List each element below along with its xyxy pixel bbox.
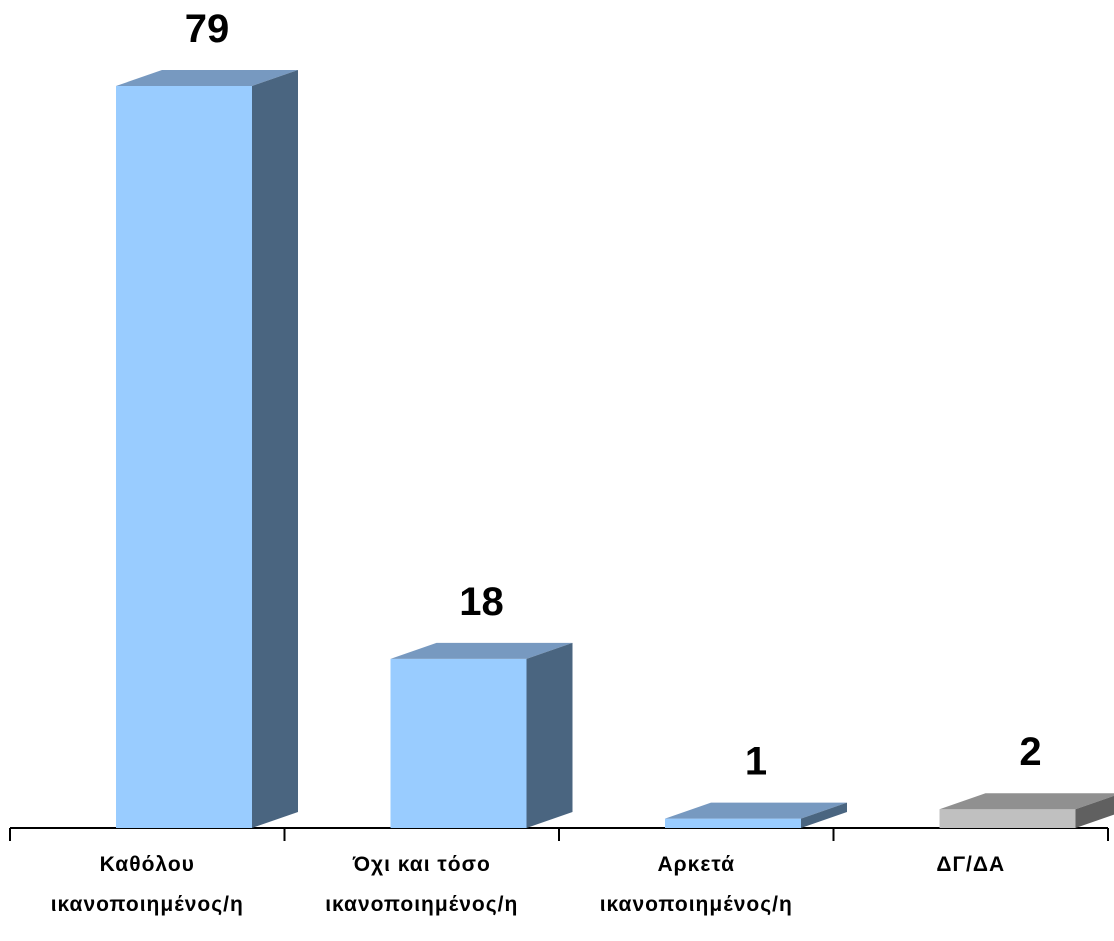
data-label: 2 [1019,730,1041,774]
category-label: ικανοποιημένος/η [600,893,793,916]
bar-side [801,802,847,828]
bar-side [252,70,298,828]
bar-side [1075,795,1114,828]
bar-top [665,802,847,819]
bar-top [939,793,1114,810]
bar-1 [390,642,573,828]
data-label: 18 [459,580,504,624]
data-label: 79 [185,7,230,51]
bar-0 [116,70,298,828]
bar-3 [939,793,1114,828]
bar-front [665,818,801,828]
category-label: Καθόλου [100,853,195,876]
category-label: Αρκετά [657,853,735,876]
bar-front [116,86,252,828]
bar-top [116,70,298,86]
bar-side [526,642,573,828]
data-label: 1 [745,740,767,784]
bar-front [939,809,1076,828]
bar-top [390,642,573,659]
category-label: ικανοποιημένος/η [51,893,244,916]
bar-front [390,658,527,828]
category-label: ΔΓ/ΔΑ [936,853,1005,876]
category-label: ικανοποιημένος/η [325,893,518,916]
category-label: Όχι και τόσο [352,853,491,876]
bar-2 [665,802,847,828]
